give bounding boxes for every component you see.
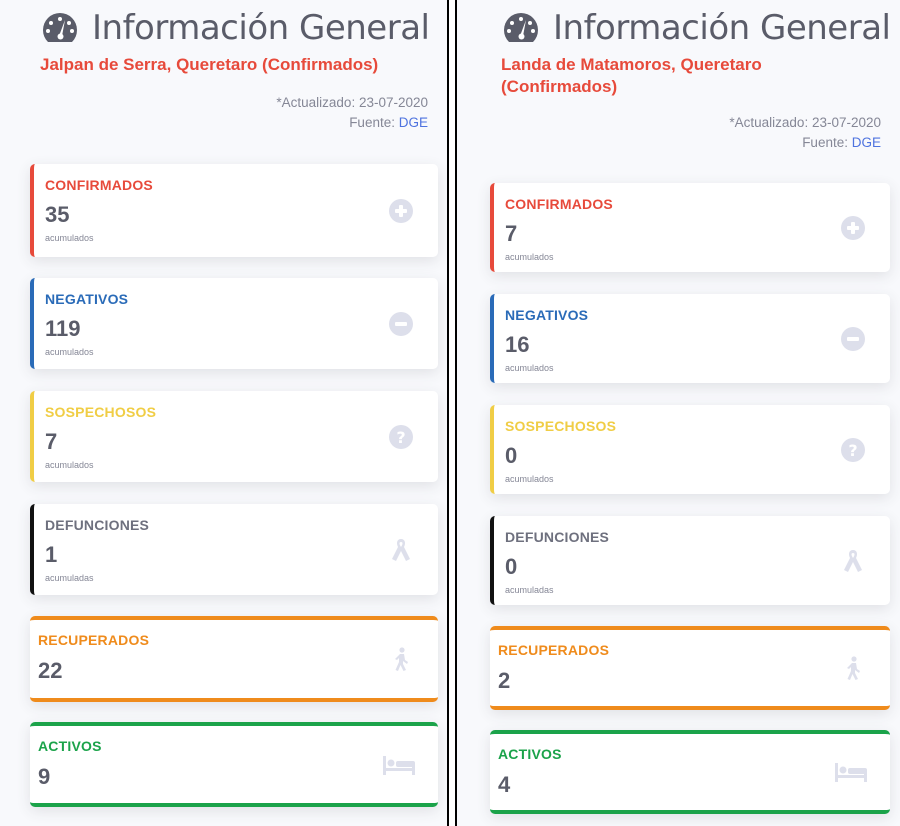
card-label: SOSPECHOSOS [45, 404, 157, 420]
card-value: 7 [505, 221, 518, 246]
card-defunciones: DEFUNCIONES 0 acumuladas [490, 516, 890, 605]
card-recuperados: RECUPERADOS 2 [490, 626, 890, 710]
card-label: DEFUNCIONES [505, 529, 610, 545]
card-label: NEGATIVOS [45, 291, 129, 307]
location-subtitle: Jalpan de Serra, Queretaro (Confirmados) [40, 55, 379, 74]
card-activos: ACTIVOS 4 [490, 730, 890, 814]
ribbon-icon [844, 549, 862, 572]
source-link[interactable]: DGE [851, 135, 881, 150]
update-info: *Actualizado: 23-07-2020 Fuente: DGE [276, 93, 428, 133]
card-label: RECUPERADOS [498, 642, 610, 658]
card-value: 35 [45, 202, 70, 227]
card-sub: acumulados [45, 347, 94, 357]
panel-divider [447, 0, 457, 826]
card-value: 119 [45, 316, 81, 341]
plus-circle-icon [389, 198, 413, 223]
card-value: 0 [505, 554, 518, 579]
card-value: 0 [505, 443, 518, 468]
card-recuperados: RECUPERADOS 22 [30, 616, 438, 702]
tachometer-icon [43, 13, 77, 42]
card-label: CONFIRMADOS [45, 177, 153, 193]
bed-icon [383, 755, 415, 775]
location-subtitle: Landa de Matamoros, Queretaro (Confirmad… [501, 55, 762, 96]
card-activos: ACTIVOS 9 [30, 722, 438, 807]
card-sospechosos: SOSPECHOSOS 0 acumulados ? [490, 405, 890, 494]
card-defunciones: DEFUNCIONES 1 acumuladas [30, 504, 438, 595]
source-link[interactable]: DGE [398, 115, 428, 130]
card-sub: acumulados [45, 233, 94, 243]
source-label: Fuente: [349, 115, 395, 130]
svg-text:?: ? [848, 441, 857, 460]
svg-text:?: ? [396, 428, 405, 447]
card-label: RECUPERADOS [38, 632, 150, 648]
updated-date: *Actualizado: 23-07-2020 [276, 95, 428, 110]
bed-icon [835, 763, 867, 782]
ribbon-icon [392, 538, 410, 561]
minus-circle-icon [841, 326, 865, 351]
source-label: Fuente: [802, 135, 848, 150]
card-label: NEGATIVOS [505, 307, 589, 323]
card-sub: acumulados [45, 460, 94, 470]
header: Información General Jalpan de Serra, Que… [40, 8, 430, 76]
card-label: ACTIVOS [38, 738, 102, 754]
question-circle-icon: ? [389, 424, 413, 449]
panel-jalpan: Información General Jalpan de Serra, Que… [0, 0, 447, 826]
card-negativos: NEGATIVOS 119 acumulados [30, 278, 438, 369]
card-value: 22 [38, 658, 63, 683]
card-sub: acumulados [505, 474, 554, 484]
question-circle-icon: ? [841, 437, 865, 462]
card-sub: acumuladas [505, 585, 554, 595]
updated-date: *Actualizado: 23-07-2020 [729, 115, 881, 130]
card-value: 7 [45, 429, 58, 454]
walking-icon [395, 647, 408, 671]
card-sub: acumulados [505, 363, 554, 373]
card-value: 4 [498, 772, 511, 797]
card-sospechosos: SOSPECHOSOS 7 acumulados ? [30, 391, 438, 482]
card-negativos: NEGATIVOS 16 acumulados [490, 294, 890, 383]
walking-icon [847, 656, 860, 680]
card-confirmados: CONFIRMADOS 35 acumulados [30, 164, 438, 257]
card-value: 16 [505, 332, 530, 357]
minus-circle-icon [389, 311, 413, 336]
card-sub: acumuladas [45, 573, 94, 583]
card-label: ACTIVOS [498, 746, 562, 762]
card-confirmados: CONFIRMADOS 7 acumulados [490, 183, 890, 272]
plus-circle-icon [841, 215, 865, 240]
card-label: CONFIRMADOS [505, 196, 613, 212]
page-title: Información General [553, 8, 891, 48]
card-value: 1 [45, 542, 58, 567]
card-label: DEFUNCIONES [45, 517, 150, 533]
panel-landa: Información General Landa de Matamoros, … [457, 0, 900, 826]
card-label: SOSPECHOSOS [505, 418, 617, 434]
card-sub: acumulados [505, 252, 554, 262]
tachometer-icon [504, 13, 538, 42]
header: Información General Landa de Matamoros, … [501, 8, 891, 98]
card-value: 9 [38, 764, 51, 789]
update-info: *Actualizado: 23-07-2020 Fuente: DGE [729, 113, 881, 153]
card-value: 2 [498, 668, 511, 693]
page-title: Información General [92, 8, 430, 48]
